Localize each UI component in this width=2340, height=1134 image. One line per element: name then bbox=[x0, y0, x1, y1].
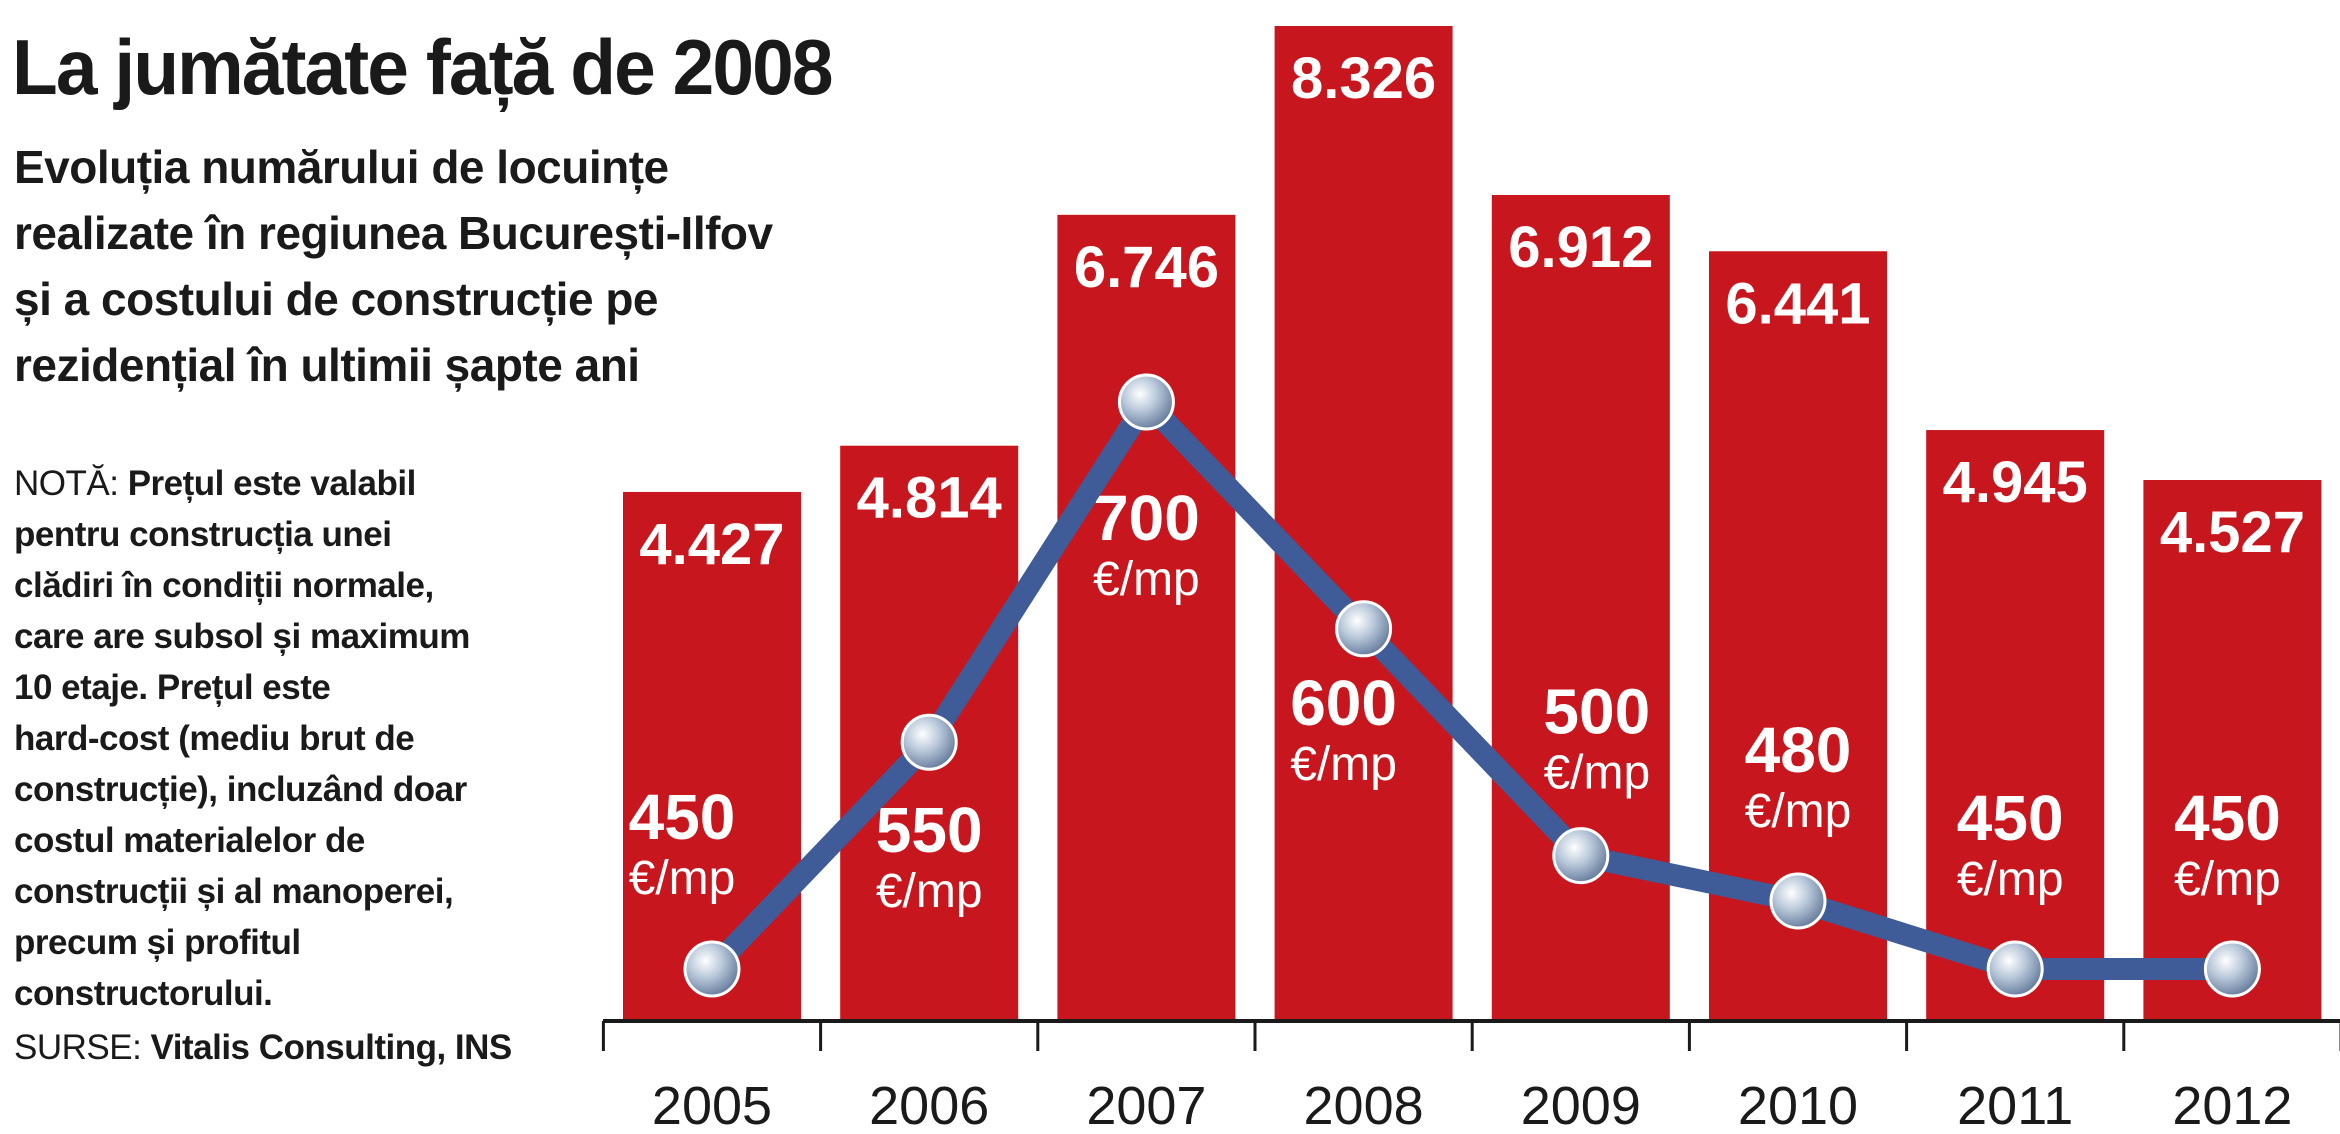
bar-value-2009: 6.912 bbox=[1508, 215, 1653, 280]
price-marker-2009 bbox=[1552, 827, 1610, 885]
note-line-wrap: 10 etaje. Prețul este bbox=[14, 662, 499, 713]
price-marker-2006 bbox=[900, 713, 958, 771]
note-line: clădiri în condiții normale, bbox=[14, 566, 434, 605]
x-tick-label-2009: 2009 bbox=[1521, 1076, 1641, 1134]
bar-value-2011: 4.945 bbox=[1943, 450, 2088, 515]
price-value-2007: 700 bbox=[1093, 482, 1200, 554]
price-unit-2012: €/mp bbox=[2174, 853, 2281, 906]
price-unit-2005: €/mp bbox=[629, 852, 736, 905]
note-line: 10 etaje. Prețul este bbox=[14, 668, 331, 707]
bar-2007 bbox=[1057, 214, 1236, 1021]
price-unit-2011: €/mp bbox=[1957, 853, 2064, 906]
bar-value-2008: 8.326 bbox=[1291, 46, 1436, 111]
bar-value-2006: 4.814 bbox=[857, 466, 1002, 531]
subtitle-line: rezidențial în ultimii șapte ani bbox=[14, 339, 640, 391]
bar-value-2007: 6.746 bbox=[1074, 235, 1219, 300]
chart-subtitle: Evoluția numărului de locuințe realizate… bbox=[14, 134, 1004, 398]
price-value-2006: 550 bbox=[876, 794, 983, 866]
note-label: NOTĂ: bbox=[14, 464, 119, 503]
note-line: pentru construcția unei bbox=[14, 515, 392, 554]
price-line bbox=[701, 391, 2244, 980]
note-line-wrap: precum și profitul bbox=[14, 917, 499, 968]
note-line-wrap: hard-cost (mediu brut de bbox=[14, 713, 499, 764]
subtitle-line: și a costului de construcție pe bbox=[14, 273, 659, 325]
x-tick-label-2006: 2006 bbox=[869, 1076, 989, 1134]
note-line: hard-cost (mediu brut de bbox=[14, 719, 415, 758]
note-line-wrap: construcții și al manoperei, bbox=[14, 866, 499, 917]
bar-2011 bbox=[1926, 430, 2105, 1021]
note-line: costul materialelor de bbox=[14, 821, 365, 860]
price-value-2011: 450 bbox=[1957, 782, 2064, 854]
price-value-2012: 450 bbox=[2174, 782, 2281, 854]
bar-2009 bbox=[1491, 194, 1670, 1022]
x-tick-label-2012: 2012 bbox=[2172, 1076, 2292, 1134]
price-value-2009: 500 bbox=[1543, 676, 1650, 748]
bar-value-2010: 6.441 bbox=[1725, 271, 1870, 336]
note-line: precum și profitul bbox=[14, 923, 301, 962]
price-unit-2006: €/mp bbox=[876, 865, 983, 918]
bars-layer bbox=[623, 26, 2322, 1022]
sources-text: Vitalis Consulting, INS bbox=[150, 1028, 513, 1067]
x-tick-label-2008: 2008 bbox=[1304, 1076, 1424, 1134]
note-line-wrap: costul materialelor de bbox=[14, 815, 499, 866]
price-value-2010: 480 bbox=[1745, 714, 1852, 786]
bar-value-2012: 4.527 bbox=[2160, 500, 2305, 565]
note-line: care are subsol și maximum bbox=[14, 617, 470, 656]
x-tick-label-2007: 2007 bbox=[1086, 1076, 1206, 1134]
bar-value-2005: 4.427 bbox=[639, 512, 784, 577]
price-marker-2005 bbox=[683, 940, 741, 998]
price-value-2008: 600 bbox=[1290, 667, 1397, 739]
x-tick-label-2010: 2010 bbox=[1738, 1076, 1858, 1134]
price-unit-2010: €/mp bbox=[1745, 785, 1852, 838]
chart-title: La jumătate față de 2008 bbox=[12, 23, 834, 111]
price-unit-2009: €/mp bbox=[1543, 747, 1650, 800]
note-line: construcție), incluzând doar bbox=[14, 770, 467, 809]
bar-labels-layer: 4.427 4.814 6.746 8.326 6.912 6.441 4.945 4.527 bbox=[639, 46, 2305, 577]
price-marker-2007 bbox=[1117, 373, 1175, 431]
note-line-wrap: pentru construcția unei bbox=[14, 509, 499, 560]
subtitle-line: realizate în regiunea București-Ilfov bbox=[14, 207, 773, 259]
price-marker-2010 bbox=[1769, 872, 1827, 930]
note-line-wrap: care are subsol și maximum bbox=[14, 611, 499, 662]
note-line-wrap: constructorului. bbox=[14, 968, 499, 1019]
price-unit-2008: €/mp bbox=[1290, 738, 1397, 791]
note-block: NOTĂ: Prețul este valabil pentru constru… bbox=[14, 458, 499, 1019]
subtitle-line: Evoluția numărului de locuințe bbox=[14, 141, 669, 193]
sources-label: SURSE: bbox=[14, 1028, 142, 1067]
price-marker-2011 bbox=[1986, 940, 2044, 998]
note-first-line: NOTĂ: Prețul este valabil bbox=[14, 458, 499, 509]
bar-2008 bbox=[1274, 26, 1453, 1021]
note-line-wrap: clădiri în condiții normale, bbox=[14, 560, 499, 611]
bar-2005 bbox=[623, 491, 801, 1021]
sources-line: SURSE: Vitalis Consulting, INS bbox=[14, 1023, 512, 1073]
x-tick-label-2005: 2005 bbox=[652, 1076, 772, 1134]
price-marker-2012 bbox=[2203, 940, 2261, 998]
price-line-layer bbox=[683, 373, 2261, 998]
note-line: construcții și al manoperei, bbox=[14, 872, 454, 911]
note-line: Prețul este valabil bbox=[127, 464, 417, 503]
price-marker-2008 bbox=[1335, 600, 1393, 658]
bar-2012 bbox=[2143, 480, 2322, 1021]
price-value-2005: 450 bbox=[629, 781, 736, 853]
note-line-wrap: construcție), incluzând doar bbox=[14, 764, 499, 815]
price-unit-2007: €/mp bbox=[1093, 553, 1200, 606]
x-tick-label-2011: 2011 bbox=[1957, 1076, 2073, 1134]
x-axis: 2005 2006 2007 2008 2009 2010 2011 2012 bbox=[601, 1019, 2340, 1134]
note-line: constructorului. bbox=[14, 974, 273, 1013]
